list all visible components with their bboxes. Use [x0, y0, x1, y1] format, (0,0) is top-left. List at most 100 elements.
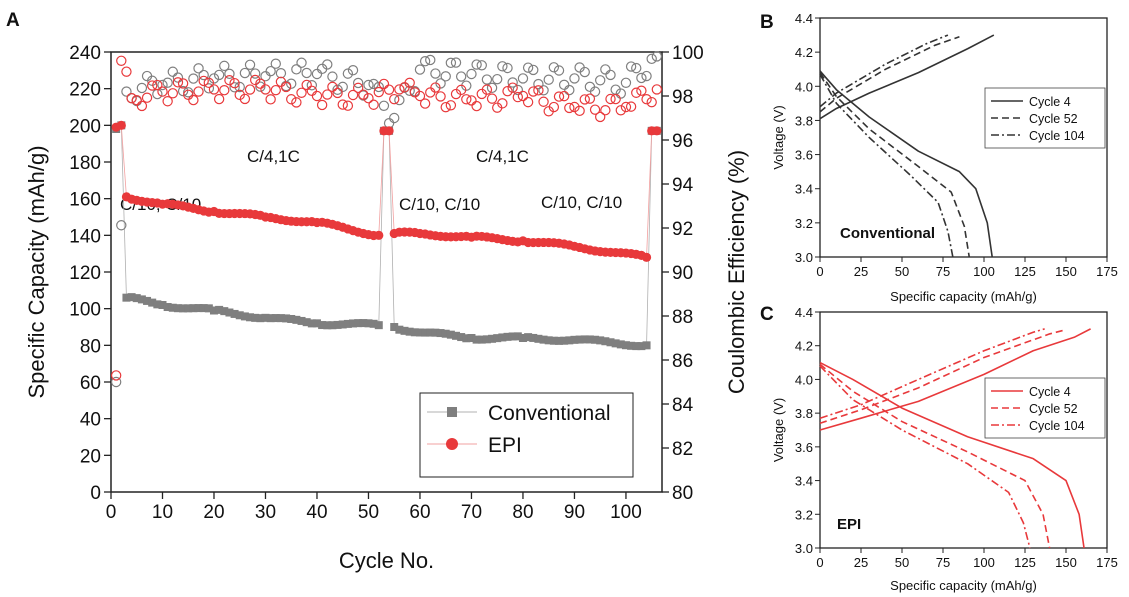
- conventional-capacity-point: [395, 325, 404, 334]
- conventional-efficiency-point: [229, 82, 240, 93]
- conventional-capacity-point: [503, 332, 512, 341]
- epi-efficiency-point: [352, 82, 364, 94]
- epi-efficiency-point: [466, 95, 477, 106]
- conventional-efficiency-point: [198, 69, 209, 81]
- conventional-efficiency-point: [414, 64, 426, 75]
- conventional-capacity-point: [122, 293, 131, 302]
- conventional-efficiency-point: [347, 64, 359, 76]
- curve-cycle-4-discharge: [819, 361, 1085, 549]
- conventional-capacity-point: [518, 334, 527, 342]
- epi-efficiency-point: [636, 85, 647, 96]
- y-tick-label: 60: [80, 373, 101, 394]
- conventional-efficiency-point: [270, 58, 281, 69]
- conventional-efficiency-point: [219, 60, 230, 72]
- epi-efficiency-point: [589, 104, 601, 115]
- conventional-efficiency-point: [440, 71, 451, 82]
- y2-tick-label: 90: [672, 263, 693, 284]
- epi-efficiency-point: [265, 94, 276, 105]
- conventional-capacity-point: [225, 308, 234, 317]
- x-tick-label: 10: [152, 502, 173, 523]
- y2-tick-label: 80: [672, 483, 693, 504]
- conventional-efficiency-point: [564, 84, 575, 96]
- conventional-efficiency-point: [419, 56, 431, 67]
- conventional-efficiency-point: [522, 62, 534, 73]
- legend-label: Conventional: [488, 402, 611, 425]
- conventional-efficiency-point: [394, 94, 405, 106]
- epi-efficiency-point: [270, 84, 281, 96]
- conventional-capacity-point: [282, 314, 291, 323]
- y-tick-label: 3.2: [795, 507, 813, 522]
- conventional-capacity-point: [560, 336, 569, 345]
- conventional-capacity-point: [364, 319, 373, 328]
- epi-efficiency-point: [440, 101, 451, 113]
- epi-efficiency-point: [296, 87, 307, 99]
- series-conventional-capacity-line: [115, 124, 657, 347]
- conventional-capacity-point: [580, 335, 589, 344]
- epi-efficiency-point: [600, 104, 611, 116]
- epi-efficiency-point: [152, 79, 163, 91]
- y-tick-label: 180: [69, 153, 101, 174]
- epi-efficiency-point: [517, 90, 529, 102]
- y2-tick-label: 96: [672, 131, 693, 152]
- conventional-efficiency-point: [651, 51, 663, 62]
- epi-efficiency-point: [569, 101, 580, 113]
- conventional-efficiency-point: [543, 74, 554, 85]
- conventional-capacity-point: [328, 321, 337, 330]
- epi-efficiency-point: [579, 94, 590, 105]
- y2-tick-label: 100: [672, 43, 704, 64]
- panel-frame: [819, 17, 1108, 258]
- conventional-capacity-point: [158, 301, 167, 309]
- epi-efficiency-point: [471, 100, 482, 112]
- conventional-capacity-point: [143, 296, 152, 305]
- conventional-capacity-point: [596, 336, 605, 345]
- conventional-capacity-point: [642, 341, 651, 350]
- epi-efficiency-point: [383, 84, 395, 95]
- y2-tick-label: 84: [672, 395, 694, 416]
- epi-efficiency-point: [327, 81, 338, 93]
- y-tick-label: 20: [80, 446, 101, 467]
- curve-cycle-104-discharge: [819, 73, 954, 258]
- conventional-capacity-point: [524, 333, 533, 342]
- epi-efficiency-point: [528, 86, 539, 97]
- x-tick-label: 25: [854, 555, 868, 570]
- conventional-efficiency-point: [486, 82, 498, 94]
- epi-efficiency-point: [363, 92, 374, 104]
- y-tick-label: 200: [69, 116, 101, 137]
- x-tick-label: 75: [936, 264, 950, 279]
- y-axis-title: Specific Capacity (mAh/g): [24, 145, 49, 398]
- epi-efficiency-point: [193, 86, 204, 97]
- epi-efficiency-point: [157, 86, 168, 97]
- x-tick-label: 80: [512, 502, 533, 523]
- conventional-efficiency-point: [275, 68, 287, 79]
- conventional-efficiency-point: [517, 73, 529, 84]
- conventional-efficiency-point: [322, 59, 333, 70]
- epi-capacity-point: [374, 230, 384, 240]
- conventional-capacity-point: [498, 333, 507, 342]
- conventional-efficiency-point: [430, 68, 441, 79]
- epi-efficiency-point: [419, 98, 431, 109]
- legend-label: EPI: [488, 434, 522, 457]
- x-tick-label: 175: [1096, 555, 1118, 570]
- epi-efficiency-point: [553, 91, 565, 102]
- rate-annotation: C/10, C/10: [399, 195, 480, 214]
- conventional-capacity-point: [508, 332, 517, 341]
- curve-cycle-52-charge: [819, 36, 960, 113]
- epi-efficiency-point: [574, 105, 585, 117]
- conventional-capacity-point: [220, 307, 229, 316]
- epi-efficiency-point: [584, 93, 596, 104]
- epi-efficiency-point: [389, 93, 400, 105]
- conventional-efficiency-point: [244, 59, 256, 70]
- panel-a-chart: 0 10 20 30 40 50 60 70 80 90 100 0 20 40 60 80 100 120 140…: [24, 43, 749, 573]
- epi-efficiency-point: [342, 100, 354, 111]
- conventional-efficiency-point: [497, 61, 508, 72]
- conventional-efficiency-point: [296, 57, 307, 68]
- y-tick-label: 40: [80, 410, 101, 431]
- conventional-capacity-point: [297, 316, 306, 325]
- panel-letter-c: C: [760, 304, 774, 325]
- y-tick-label: 4.0: [795, 79, 813, 94]
- legend: Cycle 4 Cycle 52 Cycle 104: [984, 87, 1106, 149]
- conventional-capacity-point: [431, 328, 440, 337]
- conventional-efficiency-point: [528, 64, 539, 76]
- conventional-capacity-point: [513, 332, 522, 341]
- y-tick-label: 4.2: [795, 339, 813, 354]
